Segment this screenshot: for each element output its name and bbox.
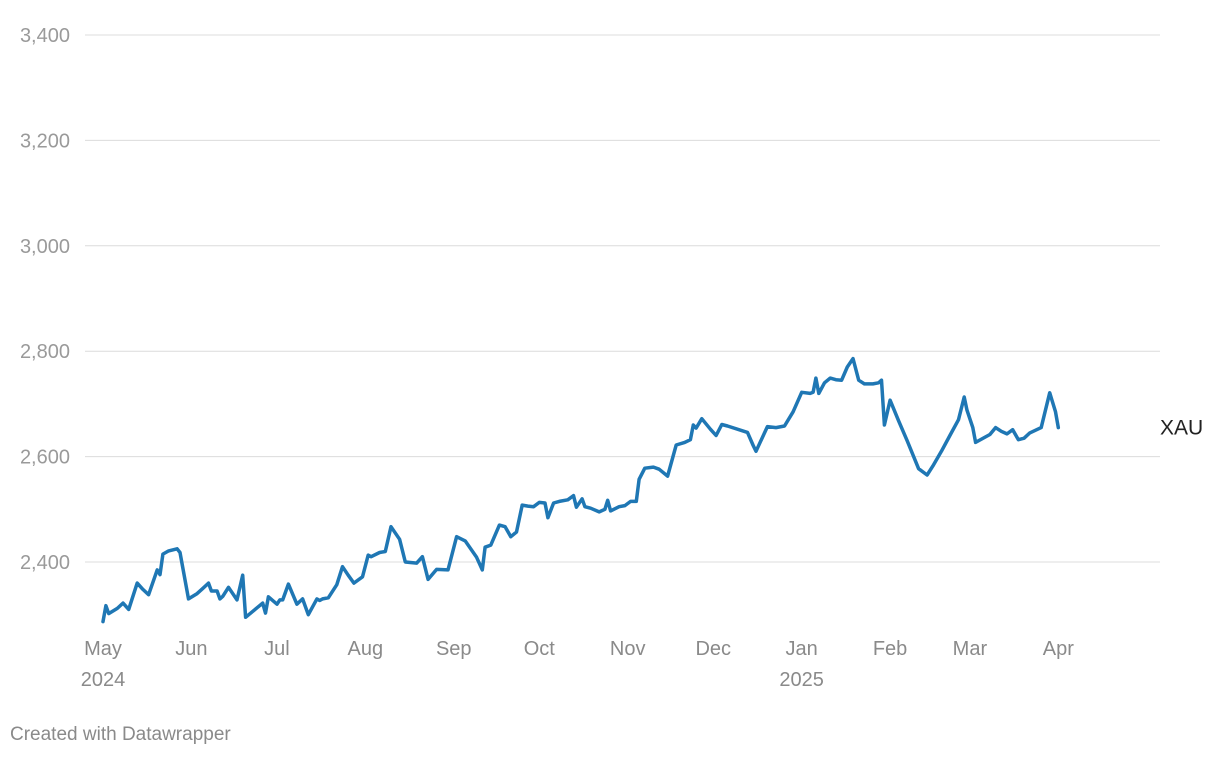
y-tick-label: 3,400 xyxy=(20,25,70,47)
x-tick-sublabel: 2024 xyxy=(81,669,126,691)
series-lines xyxy=(101,356,1061,624)
x-tick-label: Dec xyxy=(695,638,731,660)
y-tick-label: 3,000 xyxy=(20,236,70,258)
x-axis-ticks: May 2024 Jun Jul Aug Sep Oct Nov Dec Jan 2025 Feb Ma… xyxy=(81,638,1074,691)
y-tick-label: 2,800 xyxy=(20,341,70,363)
y-tick-label: 2,400 xyxy=(20,552,70,574)
line-chart: 2,400 2,600 2,800 3,000 3,200 3,400 May 2024 Ju… xyxy=(20,25,1203,691)
gridlines xyxy=(85,34,1160,563)
x-tick-label: Jan xyxy=(786,638,818,660)
y-tick-label: 3,200 xyxy=(20,130,70,152)
y-tick-label: 2,600 xyxy=(20,447,70,469)
x-tick-label: Sep xyxy=(436,638,472,660)
x-tick-label: Aug xyxy=(348,638,384,660)
x-tick-label: Apr xyxy=(1043,638,1074,660)
x-tick-label: Mar xyxy=(953,638,988,660)
x-tick-label: Nov xyxy=(610,638,646,660)
credit-text: Created with Datawrapper xyxy=(10,724,231,745)
x-tick-sublabel: 2025 xyxy=(779,669,824,691)
x-tick-label: Jul xyxy=(264,638,290,660)
series-line xyxy=(101,356,1061,624)
x-tick-label: Feb xyxy=(873,638,907,660)
series-labels: XAU xyxy=(1160,417,1203,440)
x-tick-label: Oct xyxy=(524,638,556,660)
x-tick-label: Jun xyxy=(175,638,207,660)
x-tick-label: May xyxy=(84,638,122,660)
series-label: XAU xyxy=(1160,417,1203,440)
y-axis-ticks: 2,400 2,600 2,800 3,000 3,200 3,400 xyxy=(20,25,70,574)
